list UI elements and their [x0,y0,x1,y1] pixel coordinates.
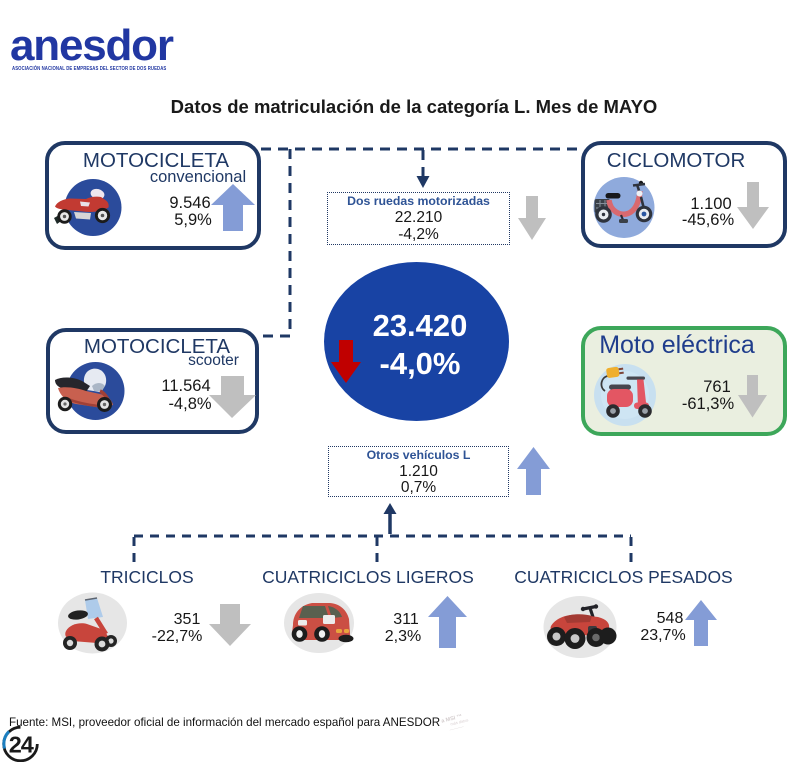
svg-text:a MSI ™: a MSI ™ [441,714,463,725]
svg-text:más datos: más datos [450,717,469,726]
svg-text:————: ———— [449,724,464,731]
svg-text:24: 24 [9,732,34,758]
